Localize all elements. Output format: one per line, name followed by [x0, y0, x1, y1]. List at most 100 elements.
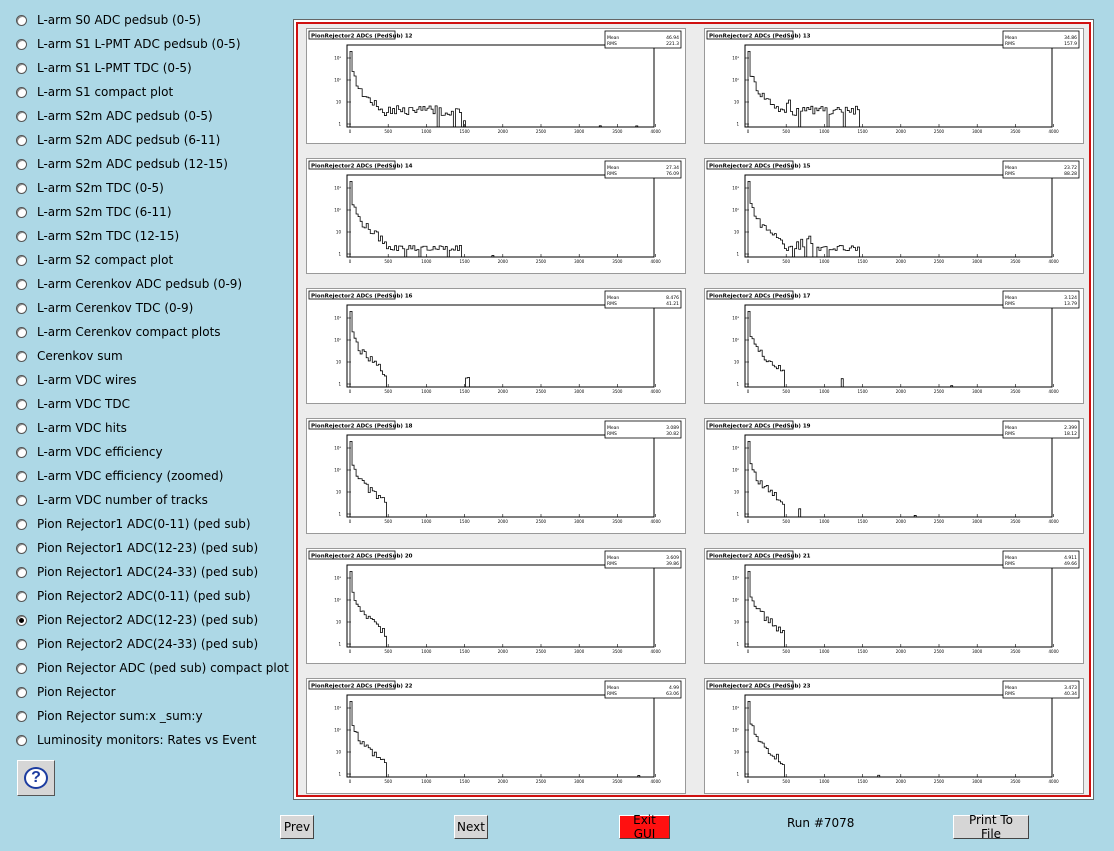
menu-option[interactable]: L-arm S1 L-PMT ADC pedsub (0-5)	[16, 34, 241, 54]
radio-button[interactable]	[16, 38, 27, 50]
histogram-title-box	[308, 420, 396, 430]
radio-button[interactable]	[16, 614, 27, 626]
radio-button[interactable]	[16, 734, 27, 746]
radio-button[interactable]	[16, 134, 27, 146]
radio-button[interactable]	[16, 350, 27, 362]
menu-option[interactable]: L-arm VDC number of tracks	[16, 490, 208, 510]
menu-option[interactable]: L-arm S1 compact plot	[16, 82, 173, 102]
stats-value: 13.79	[1064, 301, 1077, 307]
menu-option[interactable]: L-arm S2m TDC (0-5)	[16, 178, 164, 198]
radio-button[interactable]	[16, 374, 27, 386]
x-tick-label: 2500	[934, 649, 945, 654]
radio-button[interactable]	[16, 590, 27, 602]
y-tick-label: 10	[734, 230, 740, 235]
menu-option[interactable]: Pion Rejector2 ADC(12-23) (ped sub)	[16, 610, 258, 630]
menu-option[interactable]: L-arm Cerenkov ADC pedsub (0-9)	[16, 274, 242, 294]
histogram: PionRejector2 ADCs (PedSub) 23 Mean 3.473 R…	[706, 680, 1080, 784]
menu-option[interactable]: Cerenkov sum	[16, 346, 123, 366]
menu-option[interactable]: L-arm VDC TDC	[16, 394, 130, 414]
exit-gui-button[interactable]: Exit GUI	[619, 813, 670, 841]
stats-label: Mean	[1005, 425, 1017, 431]
x-tick-label: 2000	[498, 259, 509, 264]
menu-option[interactable]: Luminosity monitors: Rates vs Event	[16, 730, 256, 750]
radio-button[interactable]	[16, 110, 27, 122]
menu-option[interactable]: L-arm S2 compact plot	[16, 250, 173, 270]
x-tick-label: 4000	[1049, 389, 1060, 394]
radio-button[interactable]	[16, 494, 27, 506]
stats-value: 221.3	[666, 41, 679, 47]
radio-button[interactable]	[16, 182, 27, 194]
menu-option[interactable]: L-arm Cerenkov TDC (0-9)	[16, 298, 193, 318]
menu-option[interactable]: Pion Rejector1 ADC(12-23) (ped sub)	[16, 538, 258, 558]
menu-option[interactable]: Pion Rejector2 ADC(24-33) (ped sub)	[16, 634, 258, 654]
next-button[interactable]: Next	[454, 815, 488, 839]
x-tick-label: 2500	[934, 779, 945, 784]
histogram-pad: PionRejector2 ADCs (PedSub) 13 Mean 34.86 R…	[704, 28, 1084, 144]
radio-button[interactable]	[16, 662, 27, 674]
menu-option[interactable]: Pion Rejector ADC (ped sub) compact plot	[16, 658, 289, 678]
menu-option[interactable]: L-arm S2m TDC (12-15)	[16, 226, 179, 246]
menu-option[interactable]: L-arm S2m ADC pedsub (0-5)	[16, 106, 213, 126]
histogram-line	[349, 180, 654, 258]
radio-button[interactable]	[16, 206, 27, 218]
menu-option[interactable]: L-arm VDC efficiency (zoomed)	[16, 466, 223, 486]
radio-button[interactable]	[16, 638, 27, 650]
y-tick-label: 10	[336, 490, 342, 495]
menu-option[interactable]: L-arm Cerenkov compact plots	[16, 322, 221, 342]
menu-option[interactable]: Pion Rejector	[16, 682, 116, 702]
radio-button[interactable]	[16, 326, 27, 338]
y-tick-label: 10²	[732, 468, 739, 473]
y-tick-label: 1	[338, 512, 341, 517]
radio-button[interactable]	[16, 446, 27, 458]
radio-button[interactable]	[16, 62, 27, 74]
radio-button[interactable]	[16, 254, 27, 266]
radio-button[interactable]	[16, 686, 27, 698]
y-tick-label: 1	[736, 772, 739, 777]
histogram-title-box	[308, 160, 396, 170]
radio-button[interactable]	[16, 542, 27, 554]
histogram: PionRejector2 ADCs (PedSub) 22 Mean 4.99 RM…	[308, 680, 682, 784]
menu-option-label: L-arm S2 compact plot	[37, 253, 174, 267]
stats-box	[604, 550, 682, 569]
help-button[interactable]: ?	[17, 760, 55, 796]
radio-button[interactable]	[16, 302, 27, 314]
x-tick-label: 3000	[574, 259, 585, 264]
menu-option[interactable]: L-arm VDC efficiency	[16, 442, 163, 462]
menu-option[interactable]: L-arm S1 L-PMT TDC (0-5)	[16, 58, 192, 78]
x-tick-label: 2000	[896, 519, 907, 524]
menu-option[interactable]: L-arm VDC hits	[16, 418, 127, 438]
menu-option[interactable]: L-arm S2m TDC (6-11)	[16, 202, 172, 222]
menu-option-label: L-arm VDC efficiency (zoomed)	[37, 469, 224, 483]
y-tick-label: 10	[734, 620, 740, 625]
radio-button[interactable]	[16, 518, 27, 530]
menu-option[interactable]: Pion Rejector sum:x _sum:y	[16, 706, 203, 726]
histogram: PionRejector2 ADCs (PedSub) 19 Mean 2.399 R…	[706, 420, 1080, 524]
radio-button[interactable]	[16, 422, 27, 434]
histogram: PionRejector2 ADCs (PedSub) 21 Mean 4.911 R…	[706, 550, 1080, 654]
radio-button[interactable]	[16, 278, 27, 290]
menu-option[interactable]: L-arm S2m ADC pedsub (6-11)	[16, 130, 220, 150]
radio-button[interactable]	[16, 566, 27, 578]
menu-option[interactable]: L-arm S0 ADC pedsub (0-5)	[16, 10, 201, 30]
radio-button[interactable]	[16, 710, 27, 722]
menu-option[interactable]: Pion Rejector1 ADC(0-11) (ped sub)	[16, 514, 251, 534]
prev-button[interactable]: Prev	[280, 815, 314, 839]
x-tick-label: 2000	[896, 649, 907, 654]
menu-option[interactable]: Pion Rejector1 ADC(24-33) (ped sub)	[16, 562, 258, 582]
menu-option[interactable]: Pion Rejector2 ADC(0-11) (ped sub)	[16, 586, 251, 606]
menu-option[interactable]: L-arm VDC wires	[16, 370, 136, 390]
stats-value: 39.86	[666, 561, 679, 567]
menu-option[interactable]: L-arm S2m ADC pedsub (12-15)	[16, 154, 228, 174]
radio-button[interactable]	[16, 158, 27, 170]
radio-button[interactable]	[16, 230, 27, 242]
radio-button[interactable]	[16, 86, 27, 98]
radio-button[interactable]	[16, 398, 27, 410]
histogram-pad: PionRejector2 ADCs (PedSub) 14 Mean 27.34 R…	[306, 158, 686, 274]
menu-option-label: L-arm Cerenkov compact plots	[37, 325, 221, 339]
print-to-file-button[interactable]: Print To File	[953, 813, 1029, 841]
stats-label: Mean	[607, 555, 619, 561]
y-tick-label: 10³	[334, 56, 341, 61]
histogram-line	[349, 700, 654, 778]
radio-button[interactable]	[16, 14, 27, 26]
radio-button[interactable]	[16, 470, 27, 482]
